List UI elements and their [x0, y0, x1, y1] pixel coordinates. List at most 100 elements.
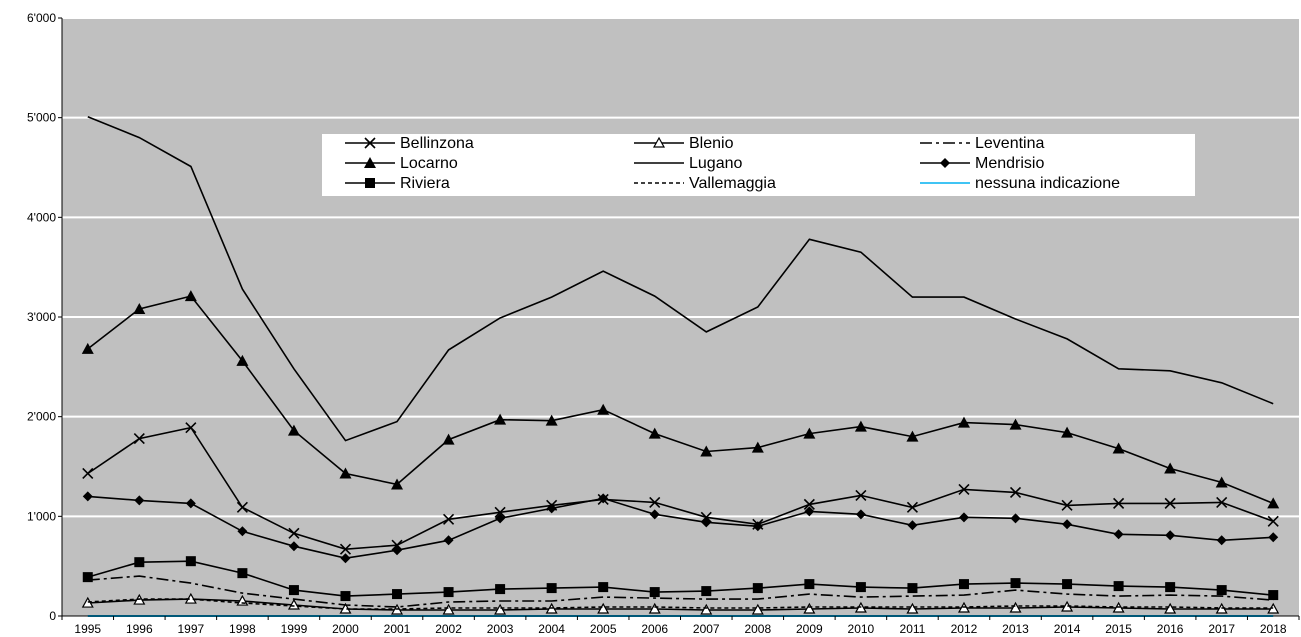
data-point-marker	[185, 422, 197, 434]
data-point-marker	[364, 137, 376, 149]
data-point-marker	[237, 568, 248, 579]
data-point-marker	[82, 572, 93, 583]
series-vallemaggia	[87, 598, 1274, 610]
x-tick-label: 1998	[229, 622, 256, 636]
series-line	[87, 598, 1274, 611]
y-tick-label: 3'000	[27, 310, 56, 324]
series-line	[87, 560, 1274, 597]
series-line	[87, 426, 1274, 551]
data-point-marker	[1010, 578, 1021, 589]
series-line	[87, 575, 1274, 608]
data-point-marker	[855, 489, 867, 501]
x-tick-label: 2016	[1157, 622, 1184, 636]
series-locarno	[81, 290, 1280, 509]
x-tick-label: 2002	[435, 622, 462, 636]
legend-label: nessuna indicazione	[975, 175, 1120, 192]
data-point-marker	[648, 602, 661, 614]
data-point-marker	[1216, 585, 1227, 596]
data-point-marker	[1010, 513, 1021, 524]
data-point-marker	[1267, 515, 1279, 527]
data-point-marker	[392, 589, 403, 600]
x-tick-label: 2004	[538, 622, 565, 636]
data-point-marker	[803, 602, 816, 614]
data-point-marker	[1164, 497, 1176, 509]
data-point-marker	[287, 598, 300, 610]
data-point-marker	[1267, 497, 1280, 509]
legend: Bellinzona Blenio Leventina Locarno Lugano Me…	[322, 134, 1195, 196]
data-point-marker	[1164, 462, 1177, 474]
data-point-marker	[184, 290, 197, 302]
data-point-marker	[752, 583, 763, 594]
data-point-marker	[855, 582, 866, 593]
data-point-marker	[339, 543, 352, 555]
data-point-marker	[803, 498, 815, 510]
data-point-marker	[82, 491, 93, 502]
legend-box	[322, 134, 1195, 196]
data-point-marker	[364, 157, 376, 168]
data-point-marker	[855, 509, 866, 520]
data-point-marker	[701, 586, 712, 597]
data-point-marker	[804, 579, 815, 590]
data-point-marker	[907, 520, 918, 531]
y-tick-label: 5'000	[27, 111, 56, 125]
data-point-marker	[804, 506, 815, 517]
data-point-marker	[906, 430, 919, 442]
x-tick-label: 2008	[744, 622, 771, 636]
data-point-marker	[701, 517, 712, 528]
series-line	[87, 115, 1274, 442]
legend-label: Bellinzona	[400, 135, 474, 152]
data-point-marker	[442, 433, 455, 445]
series-layer	[81, 115, 1280, 617]
data-point-marker	[940, 158, 950, 168]
data-point-marker	[958, 579, 969, 590]
x-tick-label: 2012	[951, 622, 978, 636]
data-point-marker	[185, 556, 196, 567]
data-point-marker	[133, 433, 145, 445]
data-point-marker	[365, 178, 375, 188]
data-point-marker	[442, 513, 455, 525]
data-point-marker	[237, 526, 248, 537]
data-point-marker	[340, 553, 351, 564]
x-tick-label: 1995	[74, 622, 101, 636]
data-point-marker	[1113, 529, 1124, 540]
data-point-marker	[1062, 579, 1073, 590]
data-point-marker	[442, 603, 455, 615]
data-point-marker	[1216, 535, 1227, 546]
data-point-marker	[597, 403, 610, 415]
legend-item-locarno: Locarno	[345, 155, 458, 172]
series-lugano	[87, 115, 1274, 442]
data-point-marker	[1009, 486, 1022, 498]
data-point-marker	[1165, 530, 1176, 541]
data-point-marker	[1112, 442, 1125, 454]
data-point-marker	[545, 414, 558, 426]
data-point-marker	[494, 413, 507, 425]
data-point-marker	[751, 603, 764, 615]
x-tick-label: 2007	[693, 622, 720, 636]
data-point-marker	[391, 478, 404, 490]
data-point-marker	[392, 545, 403, 556]
x-tick-label: 2000	[332, 622, 359, 636]
legend-item-nessuna-indicazione: nessuna indicazione	[920, 175, 1120, 192]
data-point-marker	[339, 467, 352, 479]
data-point-marker	[652, 136, 666, 148]
legend-item-lugano: Lugano	[634, 155, 742, 172]
data-point-marker	[1268, 532, 1279, 543]
data-point-marker	[287, 424, 300, 436]
data-point-marker	[1061, 426, 1074, 438]
x-tick-label: 2013	[1002, 622, 1029, 636]
data-point-marker	[1215, 476, 1228, 488]
data-point-marker	[700, 603, 713, 615]
y-tick-label: 6'000	[27, 11, 56, 25]
x-tick-label: 2017	[1208, 622, 1235, 636]
data-point-marker	[803, 427, 816, 439]
x-tick-label: 2003	[487, 622, 514, 636]
x-tick-label: 2014	[1054, 622, 1081, 636]
data-point-marker	[1113, 497, 1125, 509]
series-line	[87, 295, 1274, 505]
y-axis-ticks: 0 1'000 2'000 3'000 4'000 5'000 6'000	[27, 11, 62, 623]
y-tick-label: 2'000	[27, 410, 56, 424]
x-tick-label: 2018	[1260, 622, 1287, 636]
data-point-marker	[1009, 418, 1022, 430]
legend-label: Riviera	[400, 175, 450, 192]
data-point-marker	[495, 513, 506, 524]
